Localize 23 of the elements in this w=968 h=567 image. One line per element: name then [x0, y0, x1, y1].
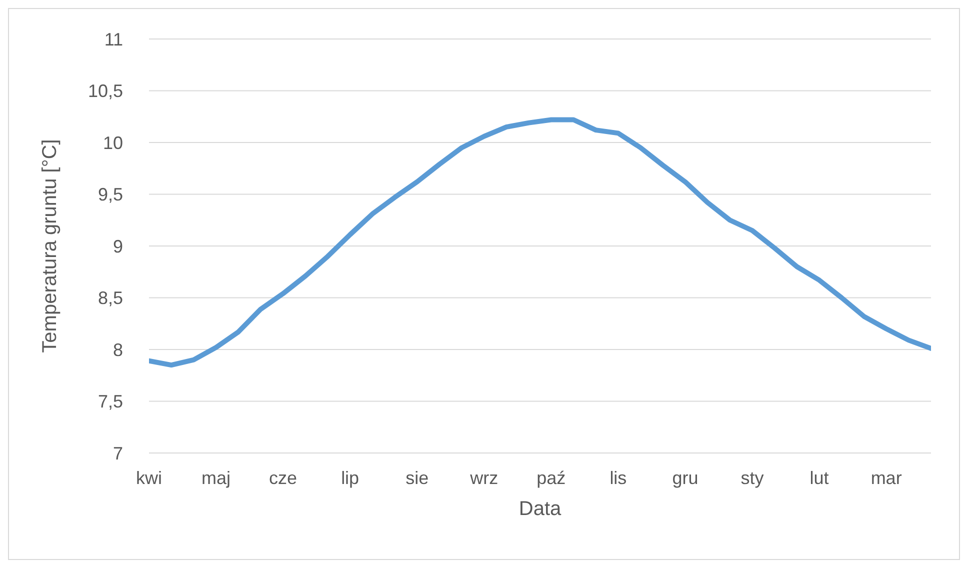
x-tick-label: gru — [672, 468, 698, 488]
y-tick-label: 10,5 — [88, 81, 123, 102]
y-tick-label: 7,5 — [98, 392, 123, 412]
x-tick-label: sie — [406, 468, 429, 488]
x-tick-label: lis — [610, 468, 627, 488]
x-tick-label: sty — [740, 468, 764, 488]
y-axis-title: Temperatura gruntu [°C] — [39, 139, 62, 353]
y-tick-label: 10 — [102, 132, 123, 153]
y-tick-label: 8 — [112, 340, 123, 360]
x-tick-label: maj — [202, 468, 231, 488]
x-tick-label: kwi — [136, 468, 162, 488]
y-tick-label: 11 — [104, 29, 123, 50]
x-axis-title: Data — [518, 498, 562, 520]
y-tick-label: 8,5 — [98, 288, 123, 308]
x-tick-label: cze — [269, 468, 298, 488]
y-tick-label: 9,5 — [98, 184, 123, 205]
x-tick-label: mar — [870, 468, 902, 488]
x-tick-label: paź — [536, 468, 566, 488]
x-tick-label: wrz — [469, 468, 498, 488]
y-tick-label: 9 — [112, 236, 123, 256]
y-tick-label: 7 — [112, 443, 123, 464]
x-tick-label: lip — [341, 468, 360, 488]
x-tick-label: lut — [810, 468, 829, 488]
